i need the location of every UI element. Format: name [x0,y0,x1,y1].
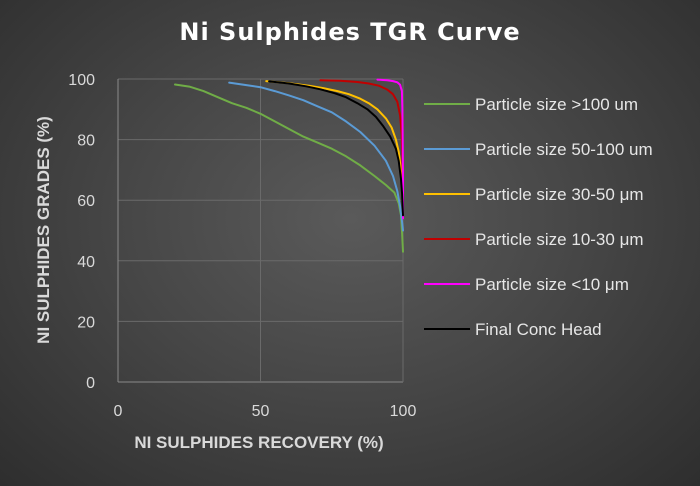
x-tick-label: 100 [390,403,417,420]
y-tick-label: 100 [68,72,95,89]
x-tick-label: 0 [114,403,123,420]
y-tick-label: 80 [77,133,95,150]
legend-label-1: Particle size 50-100 um [475,140,653,159]
y-axis-title: NI SULPHIDES GRADES (%) [34,116,53,344]
legend-label-5: Final Conc Head [475,320,602,339]
legend-label-0: Particle size >100 um [475,95,638,114]
legend: Particle size >100 um Particle size 50-10… [424,95,653,339]
tick-labels: 0 20 40 60 80 100 0 50 100 [68,72,416,420]
y-tick-label: 60 [77,193,95,210]
y-tick-label: 40 [77,254,95,271]
legend-label-2: Particle size 30-50 μm [475,185,644,204]
series-line-1 [228,81,404,232]
y-tick-label: 20 [77,314,95,331]
series-layer [174,78,404,253]
series-line-5 [268,80,404,217]
legend-label-3: Particle size 10-30 μm [475,230,644,249]
chart-title: Ni Sulphides TGR Curve [179,18,520,46]
series-line-4 [376,78,404,220]
series-line-2 [265,80,404,208]
y-tick-label: 0 [86,375,95,392]
x-tick-label: 50 [252,403,270,420]
grid-layer [117,78,404,383]
series-line-0 [174,83,404,253]
x-axis-title: NI SULPHIDES RECOVERY (%) [134,433,383,452]
legend-label-4: Particle size <10 μm [475,275,629,294]
